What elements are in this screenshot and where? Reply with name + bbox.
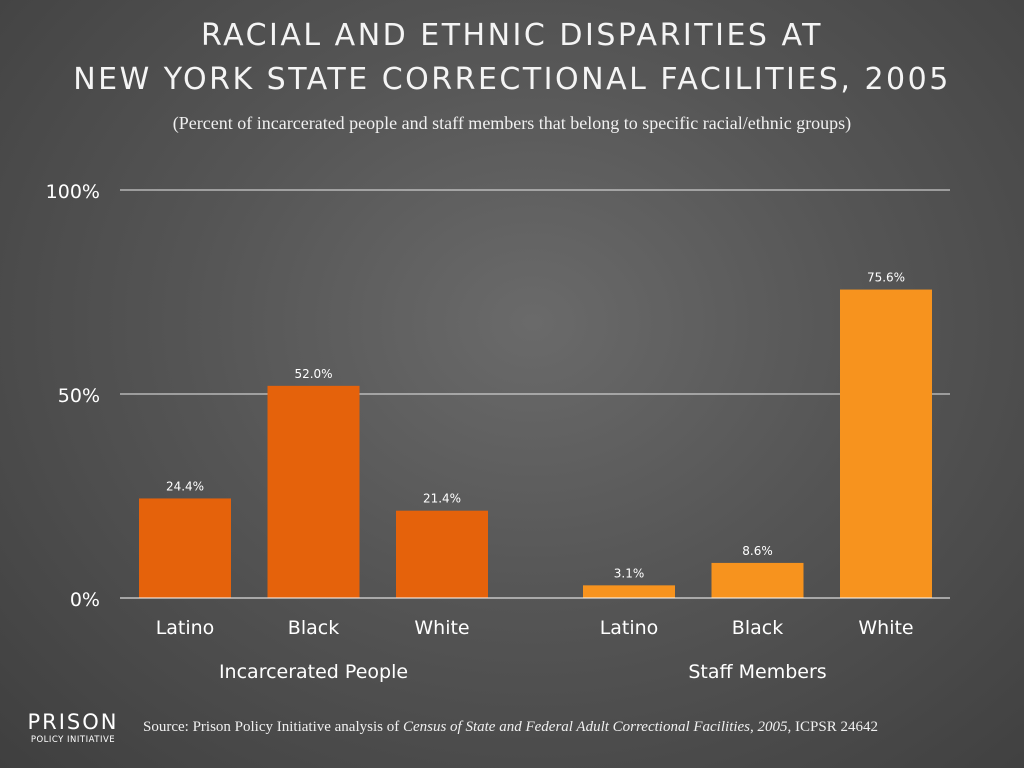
data-label: 8.6%: [742, 544, 773, 558]
source-note: Source: Prison Policy Initiative analysi…: [143, 719, 1013, 736]
chart-subtitle: (Percent of incarcerated people and staf…: [172, 113, 852, 133]
y-tick-label: 0%: [70, 589, 100, 611]
bar: [396, 510, 488, 598]
prison-policy-initiative-logo: PRISON POLICY INITIATIVE: [18, 710, 128, 746]
group-label: Incarcerated People: [219, 661, 408, 683]
logo-line-1: PRISON: [27, 710, 119, 734]
y-tick-label: 100%: [46, 181, 100, 203]
bar: [840, 289, 932, 598]
x-tick-label: Latino: [156, 617, 215, 639]
x-tick-label: Black: [288, 617, 339, 639]
source-title: Census of State and Federal Adult Correc…: [402, 719, 788, 735]
x-tick-label: White: [858, 617, 913, 639]
chart-title-line-2: NEW YORK STATE CORRECTIONAL FACILITIES, …: [73, 62, 951, 97]
source-prefix: Source: Prison Policy Initiative analysi…: [143, 719, 403, 735]
bar: [583, 585, 675, 598]
chart-title-line-1: RACIAL AND ETHNIC DISPARITIES AT: [200, 18, 823, 53]
group-label: Staff Members: [688, 661, 826, 683]
x-tick-label: Black: [732, 617, 783, 639]
data-label: 52.0%: [294, 367, 332, 381]
chart-title: RACIAL AND ETHNIC DISPARITIES AT NEW YOR…: [0, 14, 1024, 102]
bar: [139, 498, 231, 598]
data-label: 75.6%: [867, 271, 905, 285]
bar: [711, 562, 804, 598]
x-tick-label: Latino: [600, 617, 659, 639]
x-tick-label: White: [414, 617, 469, 639]
data-label: 3.1%: [614, 566, 645, 580]
y-tick-label: 50%: [58, 385, 100, 407]
logo-line-2: POLICY INITIATIVE: [30, 735, 116, 745]
bar: [267, 385, 360, 598]
source-suffix: , ICPSR 24642: [787, 719, 878, 735]
data-label: 24.4%: [166, 479, 204, 493]
data-label: 21.4%: [423, 492, 461, 506]
